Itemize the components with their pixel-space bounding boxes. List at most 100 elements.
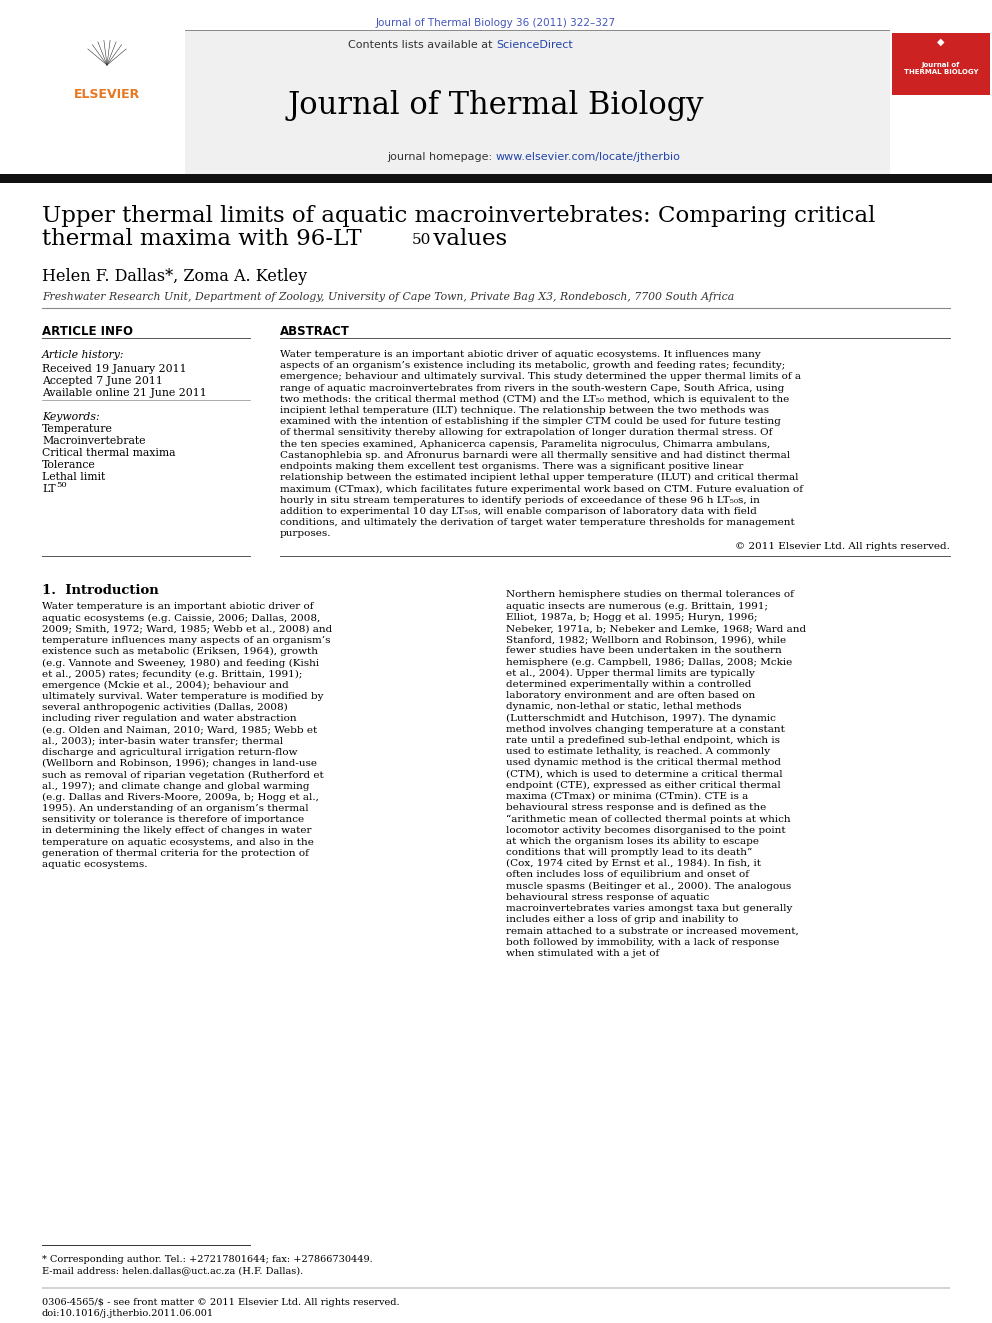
Text: ScienceDirect: ScienceDirect (496, 40, 572, 50)
Text: fewer studies have been undertaken in the southern: fewer studies have been undertaken in th… (506, 647, 782, 655)
Text: conditions, and ultimately the derivation of target water temperature thresholds: conditions, and ultimately the derivatio… (280, 519, 795, 527)
Text: (Cox, 1974 cited by Ernst et al., 1984). In fish, it: (Cox, 1974 cited by Ernst et al., 1984).… (506, 859, 761, 868)
Text: of thermal sensitivity thereby allowing for extrapolation of longer duration the: of thermal sensitivity thereby allowing … (280, 429, 773, 438)
Text: 50: 50 (412, 233, 432, 247)
Text: examined with the intention of establishing if the simpler CTM could be used for: examined with the intention of establish… (280, 417, 781, 426)
FancyBboxPatch shape (30, 30, 185, 175)
Text: Water temperature is an important abiotic driver of: Water temperature is an important abioti… (42, 602, 313, 611)
Text: muscle spasms (Beitinger et al., 2000). The analogous: muscle spasms (Beitinger et al., 2000). … (506, 881, 792, 890)
Text: temperature on aquatic ecosystems, and also in the: temperature on aquatic ecosystems, and a… (42, 837, 313, 847)
Text: Journal of
THERMAL BIOLOGY: Journal of THERMAL BIOLOGY (904, 61, 978, 74)
Text: ◆: ◆ (937, 37, 944, 48)
Text: Stanford, 1982; Wellborn and Robinson, 1996), while: Stanford, 1982; Wellborn and Robinson, 1… (506, 635, 786, 644)
Text: “arithmetic mean of collected thermal points at which: “arithmetic mean of collected thermal po… (506, 815, 791, 824)
Text: relationship between the estimated incipient lethal upper temperature (ILUT) and: relationship between the estimated incip… (280, 474, 799, 483)
Text: endpoints making them excellent test organisms. There was a significant positive: endpoints making them excellent test org… (280, 462, 743, 471)
Text: ELSEVIER: ELSEVIER (73, 89, 140, 102)
Text: values: values (426, 228, 507, 250)
Text: journal homepage:: journal homepage: (387, 152, 496, 161)
Text: © 2011 Elsevier Ltd. All rights reserved.: © 2011 Elsevier Ltd. All rights reserved… (735, 542, 950, 552)
Text: discharge and agricultural irrigation return-flow: discharge and agricultural irrigation re… (42, 747, 298, 757)
Text: E-mail address: helen.dallas@uct.ac.za (H.F. Dallas).: E-mail address: helen.dallas@uct.ac.za (… (42, 1266, 304, 1275)
Text: Tolerance: Tolerance (42, 460, 96, 470)
FancyBboxPatch shape (890, 30, 992, 175)
Text: (Wellborn and Robinson, 1996); changes in land-use: (Wellborn and Robinson, 1996); changes i… (42, 759, 317, 769)
FancyBboxPatch shape (0, 175, 992, 183)
Text: Lethal limit: Lethal limit (42, 472, 105, 482)
Text: at which the organism loses its ability to escape: at which the organism loses its ability … (506, 837, 759, 845)
Text: (Lutterschmidt and Hutchison, 1997). The dynamic: (Lutterschmidt and Hutchison, 1997). The… (506, 713, 776, 722)
Text: Contents lists available at: Contents lists available at (348, 40, 496, 50)
Text: Available online 21 June 2011: Available online 21 June 2011 (42, 388, 206, 398)
Text: in determining the likely effect of changes in water: in determining the likely effect of chan… (42, 827, 311, 835)
Text: macroinvertebrates varies amongst taxa but generally: macroinvertebrates varies amongst taxa b… (506, 904, 793, 913)
Text: 1995). An understanding of an organism’s thermal: 1995). An understanding of an organism’s… (42, 804, 309, 814)
Text: laboratory environment and are often based on: laboratory environment and are often bas… (506, 691, 755, 700)
Text: includes either a loss of grip and inability to: includes either a loss of grip and inabi… (506, 916, 738, 925)
Text: LT: LT (42, 484, 56, 493)
Text: 0306-4565/$ - see front matter © 2011 Elsevier Ltd. All rights reserved.: 0306-4565/$ - see front matter © 2011 El… (42, 1298, 400, 1307)
Text: Northern hemisphere studies on thermal tolerances of: Northern hemisphere studies on thermal t… (506, 590, 794, 599)
Text: (e.g. Olden and Naiman, 2010; Ward, 1985; Webb et: (e.g. Olden and Naiman, 2010; Ward, 1985… (42, 725, 317, 734)
Text: Castanophlebia sp. and Afronurus barnardi were all thermally sensitive and had d: Castanophlebia sp. and Afronurus barnard… (280, 451, 790, 460)
Text: conditions that will promptly lead to its death”: conditions that will promptly lead to it… (506, 848, 752, 857)
Text: Accepted 7 June 2011: Accepted 7 June 2011 (42, 376, 163, 386)
Text: Journal of Thermal Biology: Journal of Thermal Biology (288, 90, 704, 120)
Text: range of aquatic macroinvertebrates from rivers in the south-western Cape, South: range of aquatic macroinvertebrates from… (280, 384, 785, 393)
Text: ARTICLE INFO: ARTICLE INFO (42, 325, 133, 337)
Text: Upper thermal limits of aquatic macroinvertebrates: Comparing critical: Upper thermal limits of aquatic macroinv… (42, 205, 875, 228)
Text: Helen F. Dallas*, Zoma A. Ketley: Helen F. Dallas*, Zoma A. Ketley (42, 269, 308, 284)
Text: often includes loss of equilibrium and onset of: often includes loss of equilibrium and o… (506, 871, 749, 880)
Text: (e.g. Vannote and Sweeney, 1980) and feeding (Kishi: (e.g. Vannote and Sweeney, 1980) and fee… (42, 659, 319, 668)
Text: emergence; behaviour and ultimately survival. This study determined the upper th: emergence; behaviour and ultimately surv… (280, 372, 801, 381)
Text: the ten species examined, Aphanicerca capensis, Paramelita nigroculus, Chimarra : the ten species examined, Aphanicerca ca… (280, 439, 770, 448)
Text: generation of thermal criteria for the protection of: generation of thermal criteria for the p… (42, 849, 309, 857)
Text: dynamic, non-lethal or static, lethal methods: dynamic, non-lethal or static, lethal me… (506, 703, 741, 712)
Text: purposes.: purposes. (280, 529, 331, 538)
Text: sensitivity or tolerance is therefore of importance: sensitivity or tolerance is therefore of… (42, 815, 305, 824)
Text: method involves changing temperature at a constant: method involves changing temperature at … (506, 725, 785, 734)
Text: several anthropogenic activities (Dallas, 2008): several anthropogenic activities (Dallas… (42, 704, 288, 712)
Text: thermal maxima with 96-LT: thermal maxima with 96-LT (42, 228, 362, 250)
Text: Journal of Thermal Biology 36 (2011) 322–327: Journal of Thermal Biology 36 (2011) 322… (376, 19, 616, 28)
Text: 50: 50 (56, 482, 66, 490)
Text: aquatic ecosystems (e.g. Caissie, 2006; Dallas, 2008,: aquatic ecosystems (e.g. Caissie, 2006; … (42, 614, 320, 623)
Text: Received 19 January 2011: Received 19 January 2011 (42, 364, 186, 374)
Text: addition to experimental 10 day LT₅₀s, will enable comparison of laboratory data: addition to experimental 10 day LT₅₀s, w… (280, 507, 757, 516)
Text: emergence (Mckie et al., 2004); behaviour and: emergence (Mckie et al., 2004); behaviou… (42, 681, 289, 689)
Text: rate until a predefined sub-lethal endpoint, which is: rate until a predefined sub-lethal endpo… (506, 736, 780, 745)
Text: existence such as metabolic (Eriksen, 1964), growth: existence such as metabolic (Eriksen, 19… (42, 647, 318, 656)
Text: ABSTRACT: ABSTRACT (280, 325, 350, 337)
Text: aquatic insects are numerous (e.g. Brittain, 1991;: aquatic insects are numerous (e.g. Britt… (506, 602, 768, 611)
Text: Macroinvertebrate: Macroinvertebrate (42, 437, 146, 446)
Text: incipient lethal temperature (ILT) technique. The relationship between the two m: incipient lethal temperature (ILT) techn… (280, 406, 769, 415)
Text: two methods: the critical thermal method (CTM) and the LT₅₀ method, which is equ: two methods: the critical thermal method… (280, 394, 790, 404)
Text: maximum (CTmax), which facilitates future experimental work based on CTM. Future: maximum (CTmax), which facilitates futur… (280, 484, 803, 493)
Text: hemisphere (e.g. Campbell, 1986; Dallas, 2008; Mckie: hemisphere (e.g. Campbell, 1986; Dallas,… (506, 658, 793, 667)
Text: determined experimentally within a controlled: determined experimentally within a contr… (506, 680, 751, 689)
Text: Critical thermal maxima: Critical thermal maxima (42, 448, 176, 458)
Text: including river regulation and water abstraction: including river regulation and water abs… (42, 714, 297, 724)
Text: both followed by immobility, with a lack of response: both followed by immobility, with a lack… (506, 938, 780, 946)
Text: 1.  Introduction: 1. Introduction (42, 585, 159, 598)
Text: behavioural stress response of aquatic: behavioural stress response of aquatic (506, 893, 709, 902)
Text: (CTM), which is used to determine a critical thermal: (CTM), which is used to determine a crit… (506, 770, 783, 779)
FancyBboxPatch shape (30, 30, 890, 175)
Text: Freshwater Research Unit, Department of Zoology, University of Cape Town, Privat: Freshwater Research Unit, Department of … (42, 292, 734, 302)
Text: Article history:: Article history: (42, 351, 125, 360)
Text: ultimately survival. Water temperature is modified by: ultimately survival. Water temperature i… (42, 692, 323, 701)
Text: behavioural stress response and is defined as the: behavioural stress response and is defin… (506, 803, 766, 812)
Text: used to estimate lethality, is reached. A commonly: used to estimate lethality, is reached. … (506, 747, 770, 757)
Text: doi:10.1016/j.jtherbio.2011.06.001: doi:10.1016/j.jtherbio.2011.06.001 (42, 1308, 214, 1318)
Text: aquatic ecosystems.: aquatic ecosystems. (42, 860, 148, 869)
Text: Nebeker, 1971a, b; Nebeker and Lemke, 1968; Ward and: Nebeker, 1971a, b; Nebeker and Lemke, 19… (506, 624, 806, 632)
Text: Elliot, 1987a, b; Hogg et al. 1995; Huryn, 1996;: Elliot, 1987a, b; Hogg et al. 1995; Hury… (506, 613, 758, 622)
Text: such as removal of riparian vegetation (Rutherford et: such as removal of riparian vegetation (… (42, 770, 323, 779)
Text: 2009; Smith, 1972; Ward, 1985; Webb et al., 2008) and: 2009; Smith, 1972; Ward, 1985; Webb et a… (42, 624, 332, 634)
Text: when stimulated with a jet of: when stimulated with a jet of (506, 949, 660, 958)
Text: aspects of an organism’s existence including its metabolic, growth and feeding r: aspects of an organism’s existence inclu… (280, 361, 786, 370)
Text: maxima (CTmax) or minima (CTmin). CTE is a: maxima (CTmax) or minima (CTmin). CTE is… (506, 792, 748, 800)
Text: et al., 2005) rates; fecundity (e.g. Brittain, 1991);: et al., 2005) rates; fecundity (e.g. Bri… (42, 669, 303, 679)
Text: locomotor activity becomes disorganised to the point: locomotor activity becomes disorganised … (506, 826, 786, 835)
Text: (e.g. Dallas and Rivers-Moore, 2009a, b; Hogg et al.,: (e.g. Dallas and Rivers-Moore, 2009a, b;… (42, 792, 318, 802)
